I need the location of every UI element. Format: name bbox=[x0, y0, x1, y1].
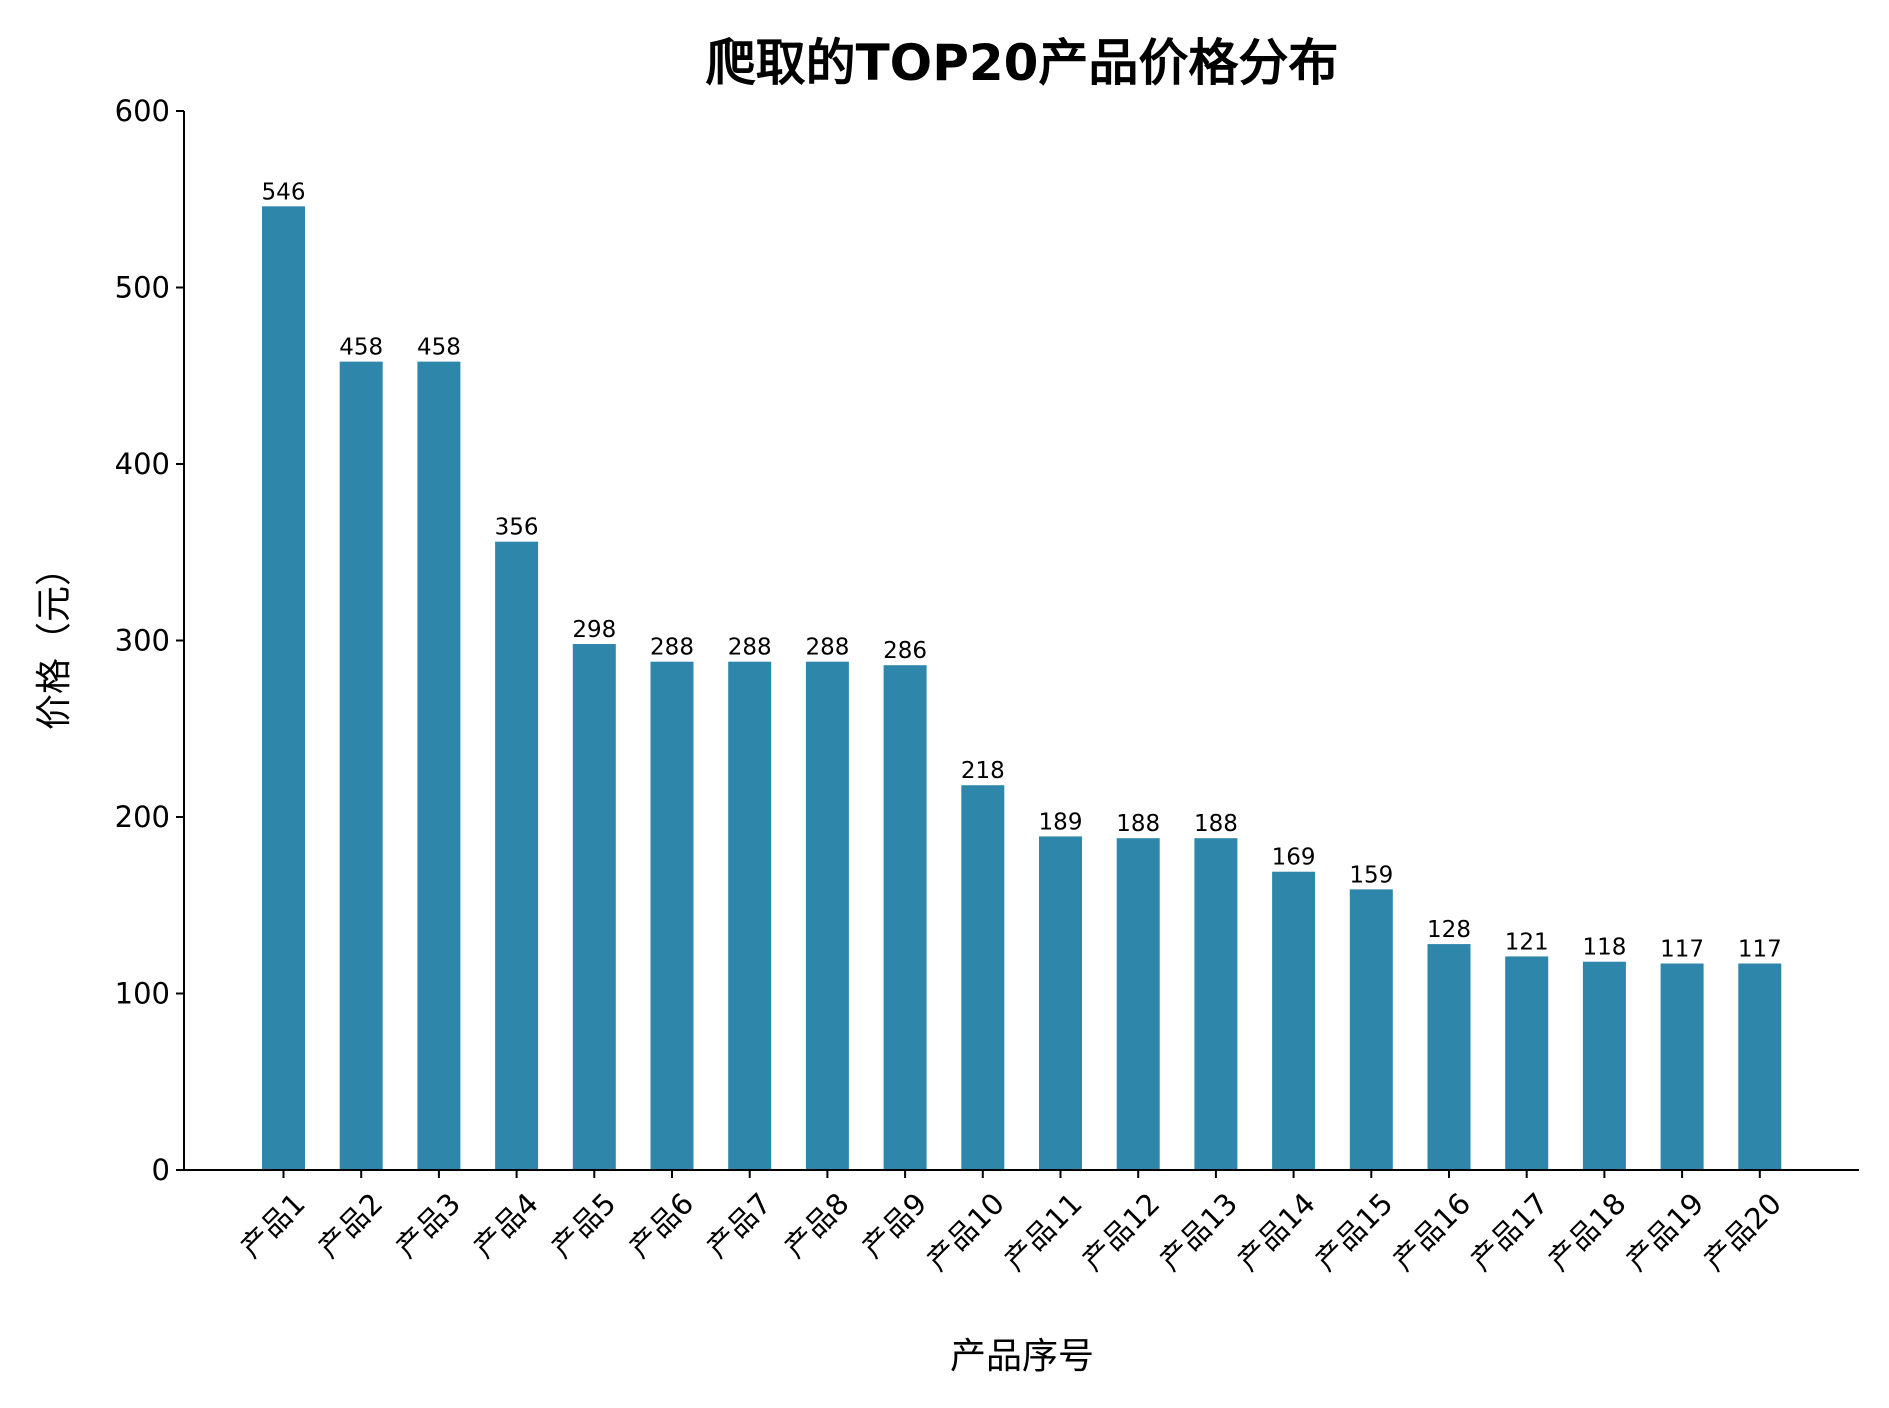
x-tick-label: 产品11 bbox=[998, 1186, 1089, 1277]
x-tick-label: 产品20 bbox=[1697, 1186, 1788, 1277]
data-label: 189 bbox=[1039, 809, 1083, 835]
bar bbox=[883, 665, 927, 1170]
x-tick-label: 产品14 bbox=[1231, 1186, 1322, 1277]
data-label: 288 bbox=[728, 635, 772, 661]
x-tick-label: 产品12 bbox=[1075, 1186, 1166, 1277]
y-tick-label: 0 bbox=[152, 1153, 170, 1187]
x-tick-label: 产品13 bbox=[1153, 1186, 1244, 1277]
bar bbox=[1194, 838, 1238, 1170]
x-tick-label: 产品15 bbox=[1308, 1186, 1399, 1277]
data-label: 288 bbox=[650, 635, 694, 661]
data-label: 298 bbox=[572, 617, 616, 643]
bar bbox=[1427, 944, 1471, 1170]
x-tick-label: 产品1 bbox=[234, 1186, 312, 1264]
x-tick-label: 产品3 bbox=[389, 1186, 467, 1264]
bar bbox=[1349, 889, 1393, 1170]
bar bbox=[1660, 963, 1704, 1170]
bar bbox=[1505, 956, 1549, 1170]
data-label: 117 bbox=[1738, 936, 1782, 962]
x-axis-label: 产品序号 bbox=[950, 1336, 1094, 1377]
data-label: 188 bbox=[1194, 811, 1238, 837]
data-label: 128 bbox=[1427, 917, 1471, 943]
bar bbox=[1116, 838, 1160, 1170]
x-tick-label: 产品19 bbox=[1619, 1186, 1710, 1277]
bar bbox=[805, 661, 849, 1170]
bar bbox=[1582, 961, 1626, 1170]
y-tick-label: 100 bbox=[115, 977, 170, 1011]
y-axis-label: 价格（元） bbox=[34, 550, 75, 730]
y-tick-label: 200 bbox=[115, 800, 170, 834]
data-label: 121 bbox=[1505, 929, 1549, 955]
bar bbox=[1272, 871, 1316, 1170]
x-tick-label: 产品10 bbox=[920, 1186, 1011, 1277]
bar bbox=[1738, 963, 1782, 1170]
x-tick-label: 产品6 bbox=[622, 1186, 700, 1264]
bar bbox=[961, 785, 1005, 1170]
data-label: 169 bbox=[1272, 845, 1316, 871]
data-label: 356 bbox=[495, 515, 539, 541]
x-tick-label: 产品16 bbox=[1386, 1186, 1477, 1277]
data-label: 188 bbox=[1116, 811, 1160, 837]
bar bbox=[339, 361, 383, 1170]
bar bbox=[572, 644, 616, 1170]
x-tick-label: 产品17 bbox=[1464, 1186, 1555, 1277]
bar bbox=[262, 206, 305, 1170]
x-tick-label: 产品8 bbox=[778, 1186, 856, 1264]
x-tick-label: 产品7 bbox=[700, 1186, 778, 1264]
bar bbox=[728, 661, 772, 1170]
y-tick-label: 600 bbox=[115, 94, 170, 128]
y-tick-label: 400 bbox=[115, 447, 170, 481]
bar bbox=[1039, 836, 1082, 1170]
data-label: 117 bbox=[1660, 936, 1704, 962]
chart-title: 爬取的TOP20产品价格分布 bbox=[706, 34, 1339, 92]
data-label: 288 bbox=[805, 635, 849, 661]
x-tick-label: 产品2 bbox=[311, 1186, 389, 1264]
bar bbox=[650, 661, 694, 1170]
x-tick-label: 产品5 bbox=[544, 1186, 622, 1264]
y-tick-label: 300 bbox=[115, 624, 170, 658]
bar bbox=[417, 361, 461, 1170]
x-tick-label: 产品4 bbox=[467, 1186, 545, 1264]
data-label: 218 bbox=[961, 758, 1005, 784]
data-label: 458 bbox=[339, 335, 383, 361]
x-tick-label: 产品18 bbox=[1541, 1186, 1632, 1277]
data-label: 546 bbox=[262, 179, 306, 205]
data-label: 458 bbox=[417, 335, 461, 361]
y-tick-label: 500 bbox=[115, 271, 170, 305]
data-label: 286 bbox=[883, 638, 927, 664]
data-label: 159 bbox=[1349, 862, 1393, 888]
data-label: 118 bbox=[1582, 935, 1626, 961]
bar bbox=[495, 541, 539, 1170]
